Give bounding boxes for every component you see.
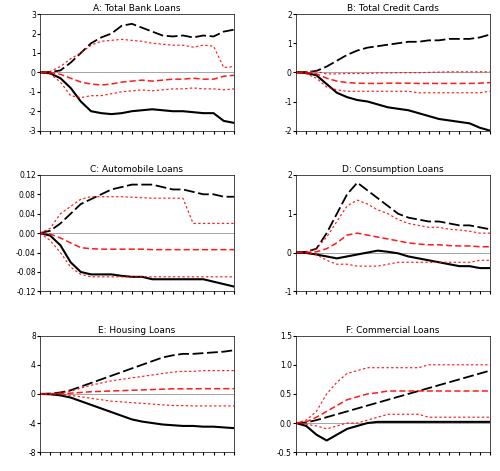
Title: C: Automobile Loans: C: Automobile Loans [90,165,184,174]
Title: A: Total Bank Loans: A: Total Bank Loans [93,4,180,13]
Title: B: Total Credit Cards: B: Total Credit Cards [347,4,439,13]
Title: D: Consumption Loans: D: Consumption Loans [342,165,444,174]
Title: F: Commercial Loans: F: Commercial Loans [346,326,440,335]
Title: E: Housing Loans: E: Housing Loans [98,326,176,335]
